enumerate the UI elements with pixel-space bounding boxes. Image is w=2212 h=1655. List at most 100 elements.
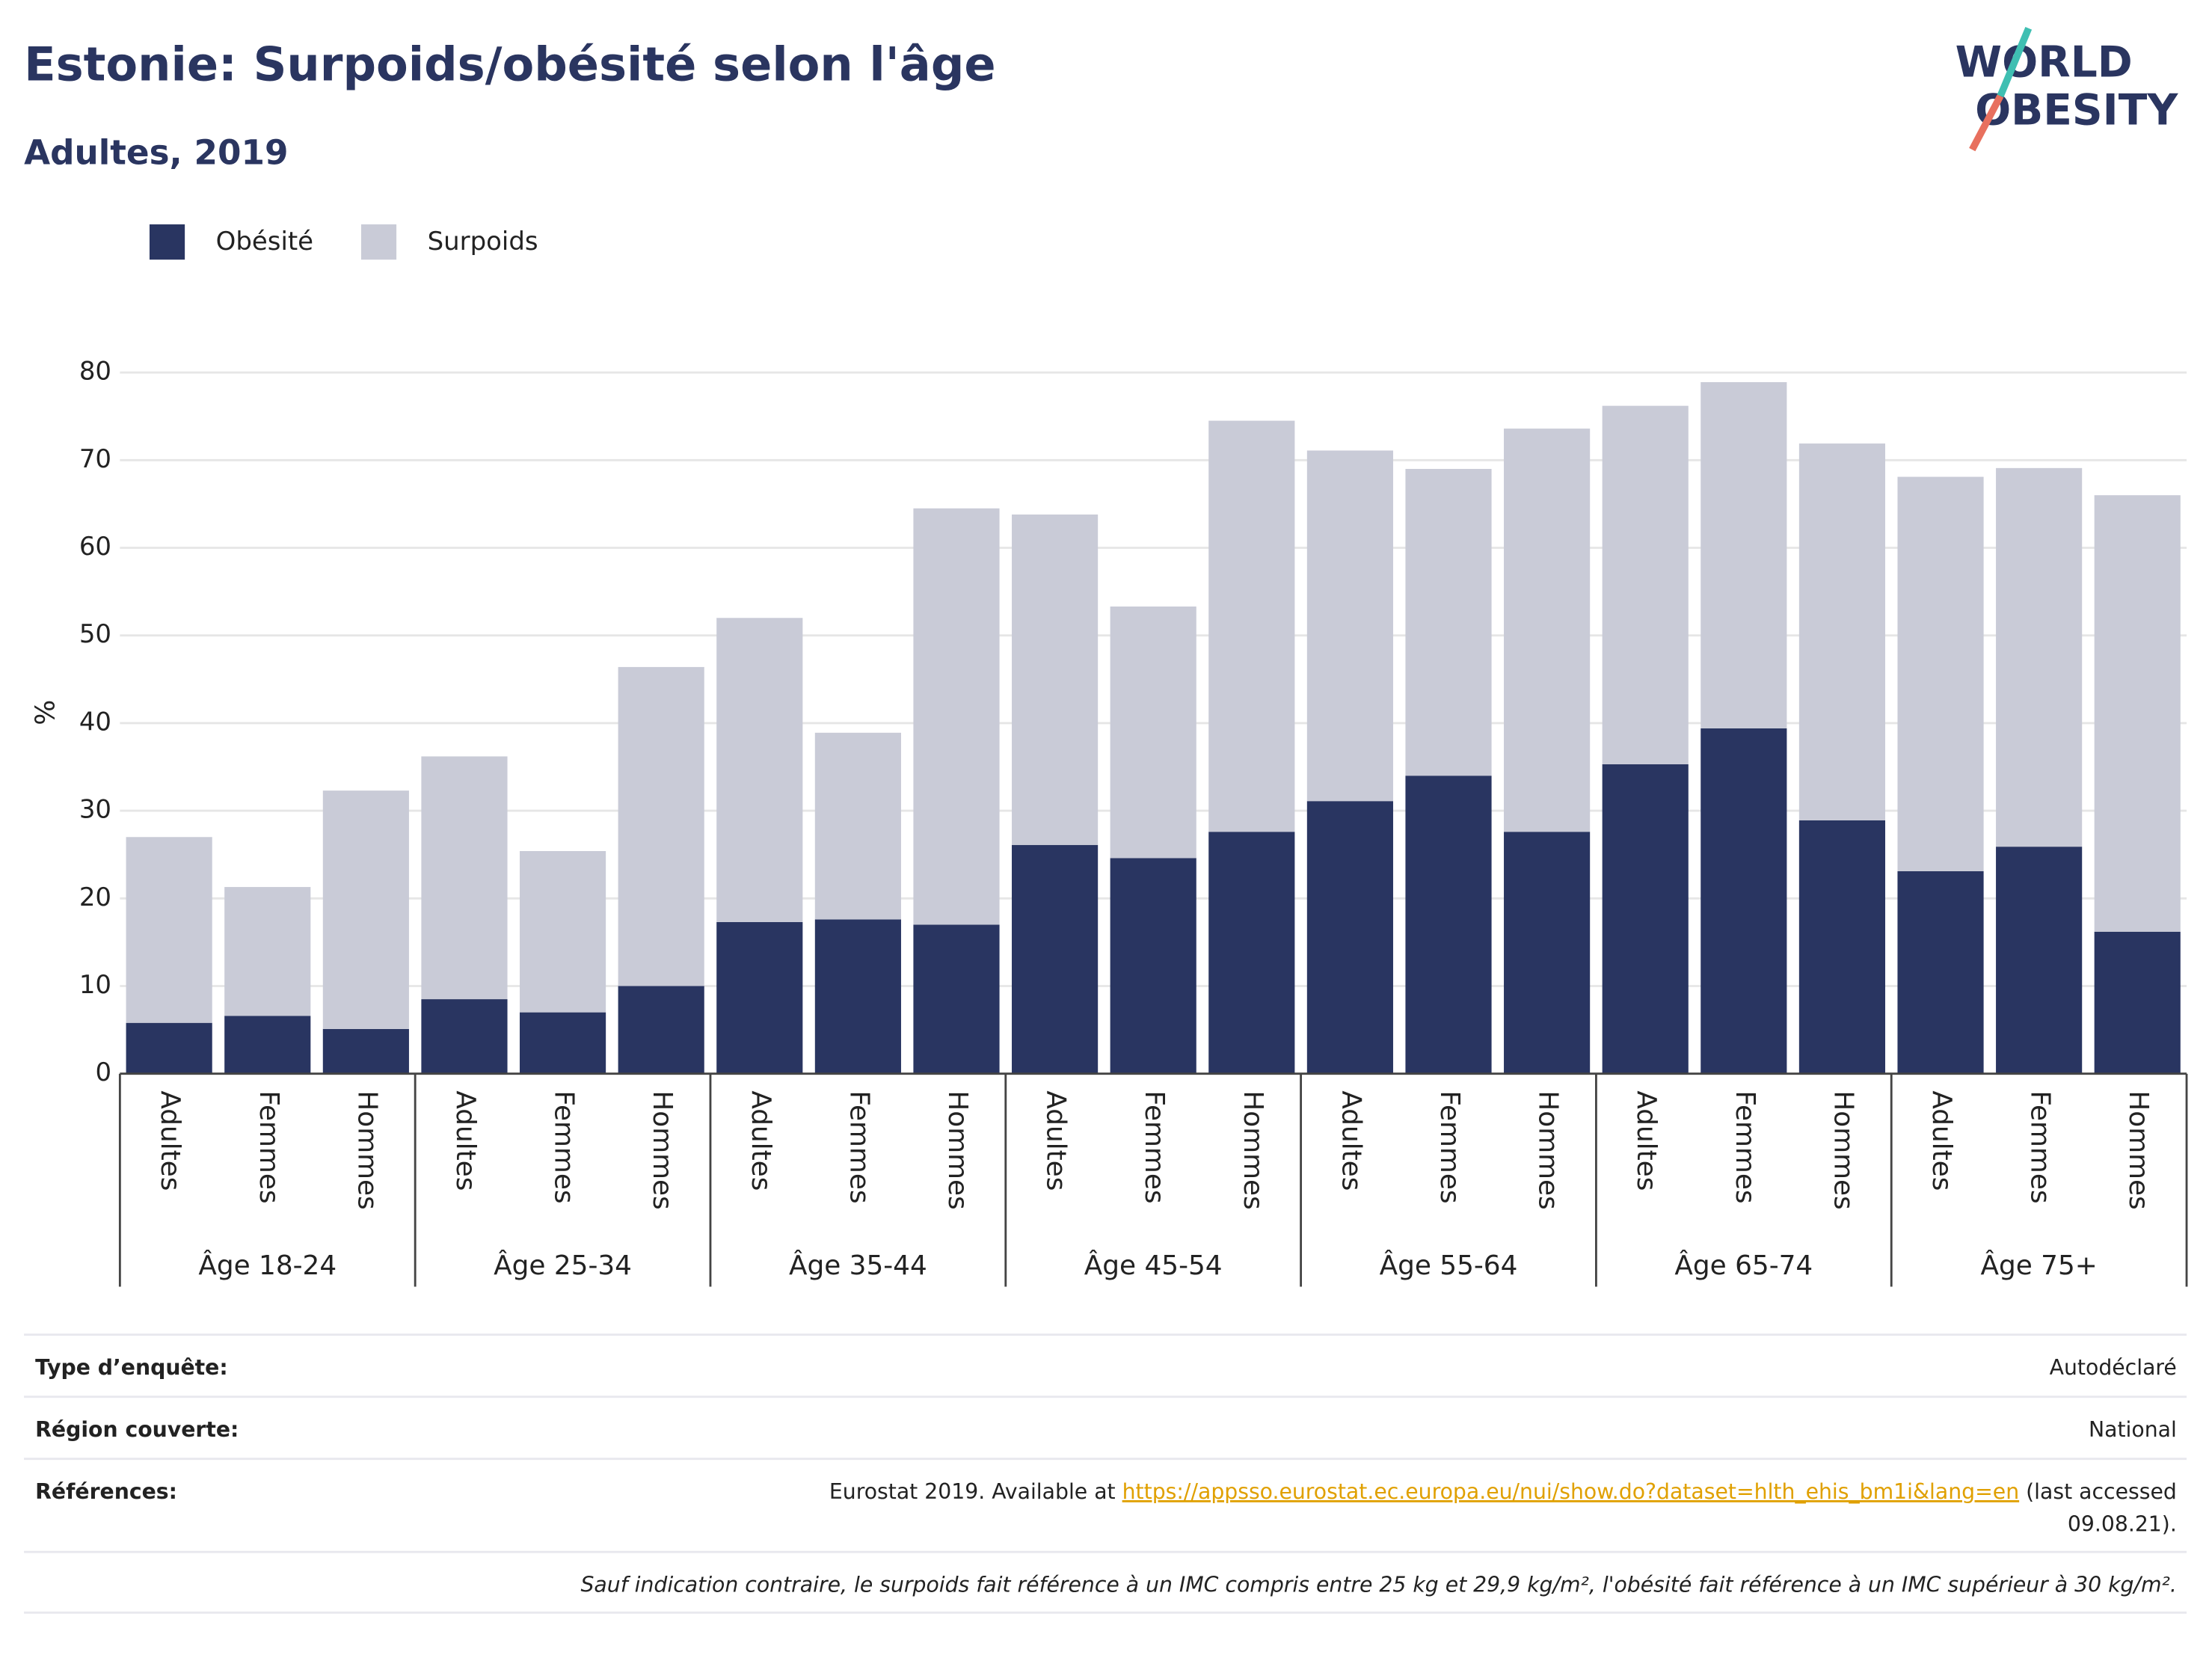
bar-segment bbox=[716, 921, 803, 1074]
bar-segment bbox=[1012, 844, 1099, 1074]
x-tick-label: Hommes bbox=[2123, 1090, 2154, 1209]
legend-label: Surpoids bbox=[428, 227, 538, 257]
bar-segment bbox=[1504, 429, 1591, 832]
bar-segment bbox=[814, 919, 901, 1074]
x-tick-label: Femmes bbox=[1434, 1090, 1465, 1203]
bar-segment bbox=[322, 790, 409, 1029]
bar-segment bbox=[1798, 443, 1886, 820]
group-label: Âge 75+ bbox=[1980, 1250, 2097, 1281]
y-tick-label: 70 bbox=[79, 444, 111, 474]
reference-text: Eurostat 2019. Available at https://apps… bbox=[829, 1479, 2177, 1504]
footer-label: Type d’enquête: bbox=[35, 1355, 228, 1380]
bar-segment bbox=[421, 999, 508, 1074]
bar-segment bbox=[1012, 514, 1099, 845]
y-tick-label: 80 bbox=[79, 357, 111, 387]
bar-segment bbox=[519, 851, 606, 1013]
bar-segment bbox=[519, 1012, 606, 1074]
x-tick-label: Adultes bbox=[1336, 1090, 1366, 1191]
bar-segment bbox=[2094, 495, 2181, 932]
bar-segment bbox=[1504, 832, 1591, 1074]
bar-segment bbox=[126, 1022, 212, 1074]
reference-prefix: Eurostat 2019. Available at bbox=[829, 1479, 1122, 1504]
bar-segment bbox=[1405, 776, 1492, 1074]
bar-segment bbox=[618, 986, 704, 1074]
bar-segment bbox=[1996, 467, 2083, 847]
footnote: Sauf indication contraire, le surpoids f… bbox=[580, 1572, 2176, 1597]
logo-text: OBESITY bbox=[1975, 86, 2178, 135]
x-tick-label: Femmes bbox=[844, 1090, 874, 1203]
bar-segment bbox=[1110, 858, 1196, 1074]
reference-suffix: (last accessed bbox=[2019, 1479, 2177, 1504]
footer-value: Autodéclaré bbox=[2050, 1355, 2177, 1380]
group-label: Âge 18-24 bbox=[198, 1250, 337, 1281]
reference-text: 09.08.21). bbox=[2068, 1511, 2177, 1536]
bar-segment bbox=[1798, 820, 1886, 1074]
bar-segment bbox=[1701, 728, 1787, 1074]
bar-segment bbox=[716, 618, 803, 922]
bar-segment bbox=[618, 666, 704, 986]
legend-swatch bbox=[360, 224, 397, 260]
bar-segment bbox=[224, 887, 311, 1016]
x-tick-label: Femmes bbox=[1139, 1090, 1170, 1203]
bar-segment bbox=[913, 924, 1000, 1074]
x-tick-label: Femmes bbox=[254, 1090, 284, 1203]
y-tick-label: 0 bbox=[95, 1057, 111, 1087]
x-tick-label: Hommes bbox=[647, 1090, 678, 1209]
y-tick-label: 50 bbox=[79, 619, 111, 649]
x-tick-label: Femmes bbox=[2025, 1090, 2056, 1203]
bar-segment bbox=[1897, 871, 1984, 1074]
group-label: Âge 25-34 bbox=[494, 1250, 632, 1281]
bar-segment bbox=[1208, 420, 1295, 832]
group-label: Âge 45-54 bbox=[1084, 1250, 1223, 1281]
bar-segment bbox=[1602, 764, 1689, 1074]
x-tick-label: Adultes bbox=[155, 1090, 185, 1191]
bar-segment bbox=[2094, 931, 2181, 1074]
bar-segment bbox=[1996, 847, 2083, 1074]
legend-swatch bbox=[149, 224, 185, 260]
chart-subtitle: Adultes, 2019 bbox=[24, 133, 288, 173]
bar-segment bbox=[1306, 450, 1393, 802]
chart-title: Estonie: Surpoids/obésité selon l'âge bbox=[24, 37, 996, 92]
group-label: Âge 35-44 bbox=[789, 1250, 927, 1281]
footer-label: Références: bbox=[35, 1479, 177, 1504]
y-tick-label: 40 bbox=[79, 707, 111, 737]
x-tick-label: Hommes bbox=[1238, 1090, 1268, 1209]
y-tick-label: 10 bbox=[79, 970, 111, 1000]
bar-segment bbox=[913, 508, 1000, 925]
x-tick-label: Hommes bbox=[1533, 1090, 1564, 1209]
bar-segment bbox=[1208, 832, 1295, 1074]
x-tick-label: Adultes bbox=[450, 1090, 481, 1191]
y-tick-label: 60 bbox=[79, 532, 111, 562]
x-tick-label: Femmes bbox=[549, 1090, 580, 1203]
reference-link[interactable]: https://appsso.eurostat.ec.europa.eu/nui… bbox=[1122, 1479, 2020, 1504]
x-tick-label: Adultes bbox=[746, 1090, 776, 1191]
group-label: Âge 65-74 bbox=[1674, 1250, 1813, 1281]
footer-value: National bbox=[2089, 1417, 2177, 1442]
x-tick-label: Adultes bbox=[1926, 1090, 1957, 1191]
x-tick-label: Hommes bbox=[942, 1090, 973, 1209]
group-label: Âge 55-64 bbox=[1380, 1250, 1518, 1281]
bar-segment bbox=[1897, 476, 1984, 871]
legend-label: Obésité bbox=[216, 227, 313, 257]
y-tick-label: 30 bbox=[79, 795, 111, 825]
bar-segment bbox=[322, 1028, 409, 1074]
bar-segment bbox=[421, 756, 508, 1000]
bar-segment bbox=[1306, 801, 1393, 1074]
y-tick-label: 20 bbox=[79, 882, 111, 912]
x-tick-label: Adultes bbox=[1041, 1090, 1072, 1191]
logo-slash bbox=[1969, 94, 2004, 152]
bar-segment bbox=[1110, 607, 1196, 859]
y-axis-label: % bbox=[30, 700, 61, 725]
x-tick-label: Hommes bbox=[1828, 1090, 1858, 1209]
footer-label: Région couverte: bbox=[35, 1417, 239, 1442]
bar-segment bbox=[126, 837, 212, 1023]
bar-segment bbox=[814, 732, 901, 920]
bar-segment bbox=[1602, 405, 1689, 764]
bar-segment bbox=[1405, 469, 1492, 776]
x-tick-label: Adultes bbox=[1631, 1090, 1662, 1191]
x-tick-label: Hommes bbox=[351, 1090, 382, 1209]
bar-segment bbox=[224, 1016, 311, 1074]
logo-text: WORLD bbox=[1956, 37, 2133, 87]
